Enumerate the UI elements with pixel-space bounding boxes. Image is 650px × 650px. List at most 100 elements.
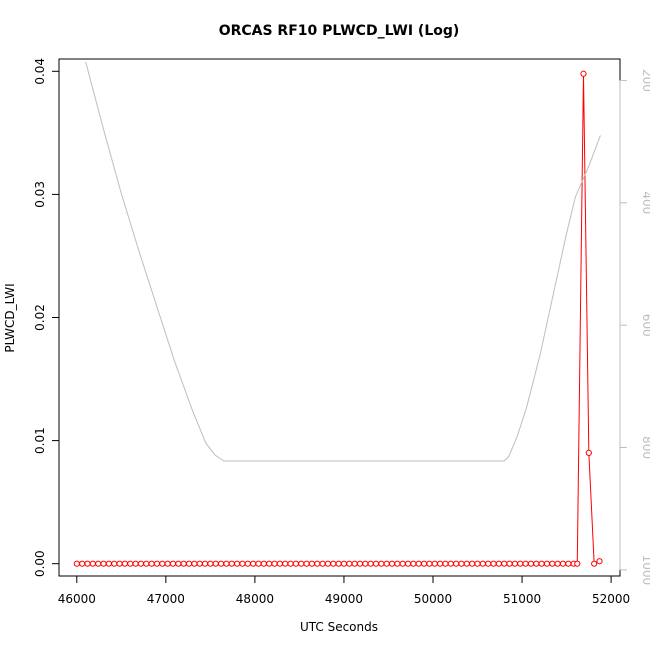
data-point (298, 560, 305, 567)
data-point (554, 560, 561, 567)
data-point (324, 560, 332, 567)
data-point (244, 560, 251, 567)
data-point (127, 560, 134, 567)
data-point (330, 560, 337, 567)
data-point (223, 560, 230, 567)
data-point (169, 560, 177, 567)
y-axis: 0.00 0.01 0.02 0.03 0.04 (33, 58, 60, 577)
data-point (217, 560, 225, 567)
data-point (485, 560, 492, 567)
data-point (565, 560, 572, 567)
data-point (585, 449, 592, 457)
y2-tick-label: 600 (640, 314, 650, 337)
data-point (372, 560, 380, 567)
secondary-y-axis: 200 400 600 800 1000 (619, 69, 650, 586)
data-point (84, 560, 91, 567)
y-tick-label: 0.03 (33, 181, 47, 208)
data-point (410, 560, 417, 567)
data-point (89, 560, 96, 567)
data-point (73, 560, 80, 567)
data-point (474, 560, 481, 567)
y-tick-label: 0.00 (33, 550, 47, 577)
data-point (185, 560, 193, 567)
data-point (356, 560, 364, 567)
data-point (79, 560, 86, 567)
x-axis: 46000 47000 48000 49000 50000 51000 52000 (58, 575, 630, 606)
data-point (340, 560, 348, 567)
data-point (458, 560, 465, 567)
data-point (463, 560, 470, 567)
x-tick-label: 52000 (592, 592, 630, 606)
data-point (116, 560, 123, 567)
data-point (549, 560, 556, 567)
y2-tick-label: 1000 (640, 555, 650, 586)
data-point (207, 560, 214, 567)
y2-tick-label: 200 (640, 69, 650, 92)
data-point (95, 560, 102, 567)
data-point (522, 560, 529, 567)
data-point (543, 560, 551, 567)
data-point (431, 560, 438, 567)
data-point (287, 560, 294, 567)
data-point (303, 560, 310, 567)
data-point (420, 560, 428, 567)
plot-frame (58, 58, 621, 577)
data-point (591, 560, 598, 567)
x-tick-label: 48000 (236, 592, 274, 606)
data-point (447, 560, 454, 567)
data-point (180, 560, 187, 567)
data-point (137, 560, 145, 567)
data-point (228, 560, 235, 567)
data-point (100, 560, 107, 567)
y2-tick-label: 800 (640, 436, 650, 459)
data-point (580, 70, 587, 77)
data-point (346, 560, 353, 567)
data-point (415, 560, 422, 567)
data-point (527, 560, 535, 567)
data-point (378, 560, 385, 567)
data-point (196, 560, 203, 567)
data-point (501, 560, 508, 567)
data-point (148, 560, 155, 567)
data-point (394, 560, 401, 567)
data-point (490, 560, 497, 567)
data-point (314, 560, 321, 567)
data-point (132, 560, 139, 567)
data-point (533, 560, 540, 567)
y-tick-label: 0.04 (33, 58, 47, 85)
data-point (239, 560, 246, 567)
data-point (362, 560, 369, 567)
data-point (260, 560, 267, 567)
data-point (367, 560, 374, 567)
data-point (351, 560, 358, 567)
data-point (404, 560, 412, 567)
data-point (453, 560, 460, 567)
x-tick-label: 51000 (503, 592, 541, 606)
data-point (388, 560, 396, 567)
data-point (153, 560, 161, 567)
data-point (212, 560, 219, 567)
x-tick-label: 49000 (325, 592, 363, 606)
data-point (233, 560, 241, 567)
series-layer (73, 61, 603, 567)
data-point (276, 560, 283, 567)
data-point (335, 560, 342, 567)
data-point (164, 560, 171, 567)
x-axis-label: UTC Seconds (300, 620, 378, 634)
data-point (574, 560, 581, 567)
data-point (255, 560, 262, 567)
data-point (250, 560, 257, 567)
x-tick-label: 47000 (147, 592, 185, 606)
data-point (319, 560, 326, 567)
data-point (292, 560, 299, 567)
data-point (506, 560, 513, 567)
data-point (175, 560, 182, 567)
data-point (442, 560, 449, 567)
data-point (517, 560, 524, 567)
data-point (266, 560, 273, 567)
data-point (111, 560, 118, 567)
x-tick-label: 50000 (414, 592, 452, 606)
primary-series-line (76, 73, 600, 565)
data-point (399, 560, 406, 567)
